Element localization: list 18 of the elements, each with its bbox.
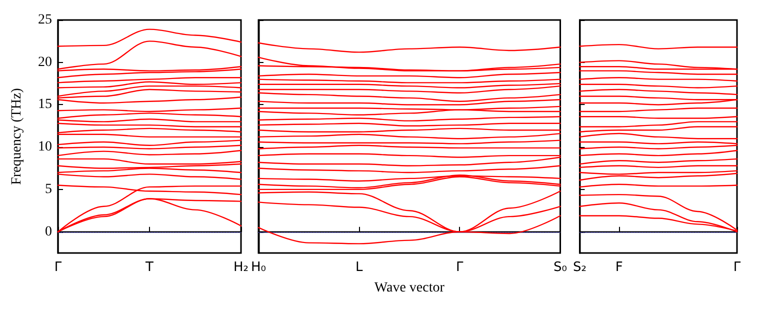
x-axis-title: Wave vector xyxy=(374,280,445,296)
x-tick-label: L xyxy=(355,260,364,275)
x-tick-label: Γ xyxy=(54,260,62,275)
x-tick-label: S₂ xyxy=(572,260,586,275)
x-tick-label: Γ xyxy=(456,260,464,275)
y-tick-label: 25 xyxy=(38,12,52,28)
x-tick-label: H₂ xyxy=(234,260,248,275)
y-tick-label: 0 xyxy=(45,224,52,240)
x-tick-label: S₀ xyxy=(554,260,568,275)
y-tick-label: 5 xyxy=(45,182,52,197)
x-tick-label: T xyxy=(144,260,154,275)
x-tick-label: H₀ xyxy=(250,260,266,275)
y-tick-label: 15 xyxy=(38,97,52,112)
x-tick-label: Γ xyxy=(733,260,742,275)
y-tick-label: 20 xyxy=(38,54,52,70)
x-tick-label: F xyxy=(615,260,623,275)
y-tick-label: 10 xyxy=(38,140,52,155)
y-axis-title: Frequency (THz) xyxy=(10,88,24,185)
